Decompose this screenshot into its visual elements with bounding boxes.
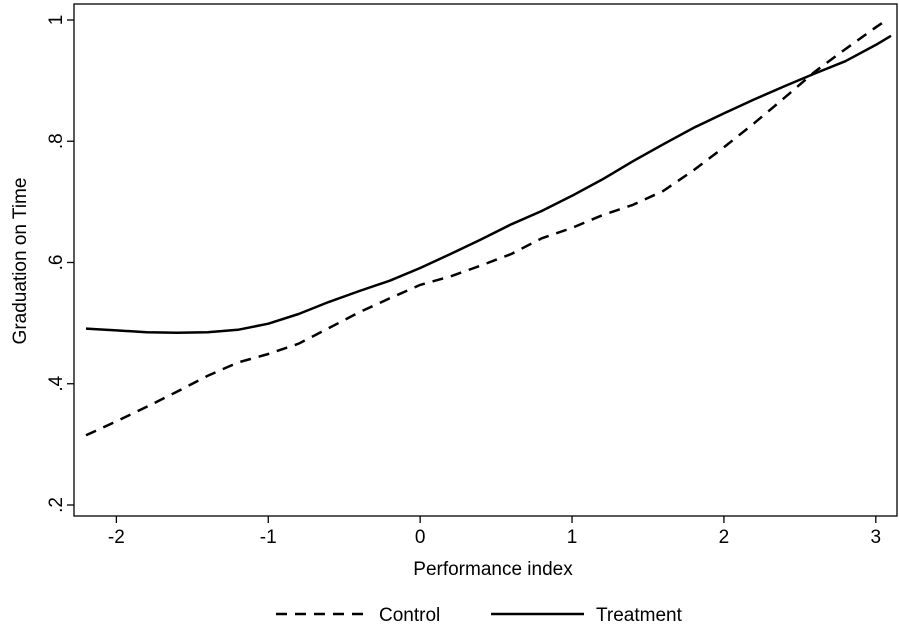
x-tick-label: 3: [871, 527, 882, 548]
y-axis-title: Graduation on Time: [10, 178, 31, 345]
y-axis: .2 .4 .6 .8 1: [46, 15, 74, 513]
x-tick-label: -1: [260, 527, 277, 548]
x-tick-label: 0: [415, 527, 426, 548]
series-line-treatment: [85, 34, 892, 335]
x-axis: -2 -1 0 1 2 3: [108, 516, 881, 548]
y-tick-label: .2: [46, 497, 67, 513]
x-tick-label: 1: [567, 527, 578, 548]
y-tick-label: .4: [46, 375, 67, 391]
plot-lines: [85, 20, 892, 437]
legend-label-treatment: Treatment: [596, 605, 683, 626]
plot-area-frame: [73, 3, 898, 517]
series-line-control: [85, 20, 886, 437]
legend-label-control: Control: [379, 605, 440, 626]
y-tick-label: 1: [46, 15, 67, 26]
legend: Control Treatment: [276, 605, 683, 626]
x-axis-title: Performance index: [413, 559, 573, 580]
x-tick-label: -2: [108, 527, 125, 548]
y-tick-label: .6: [46, 255, 67, 271]
x-tick-label: 2: [719, 527, 730, 548]
y-tick-label: .8: [46, 133, 67, 149]
